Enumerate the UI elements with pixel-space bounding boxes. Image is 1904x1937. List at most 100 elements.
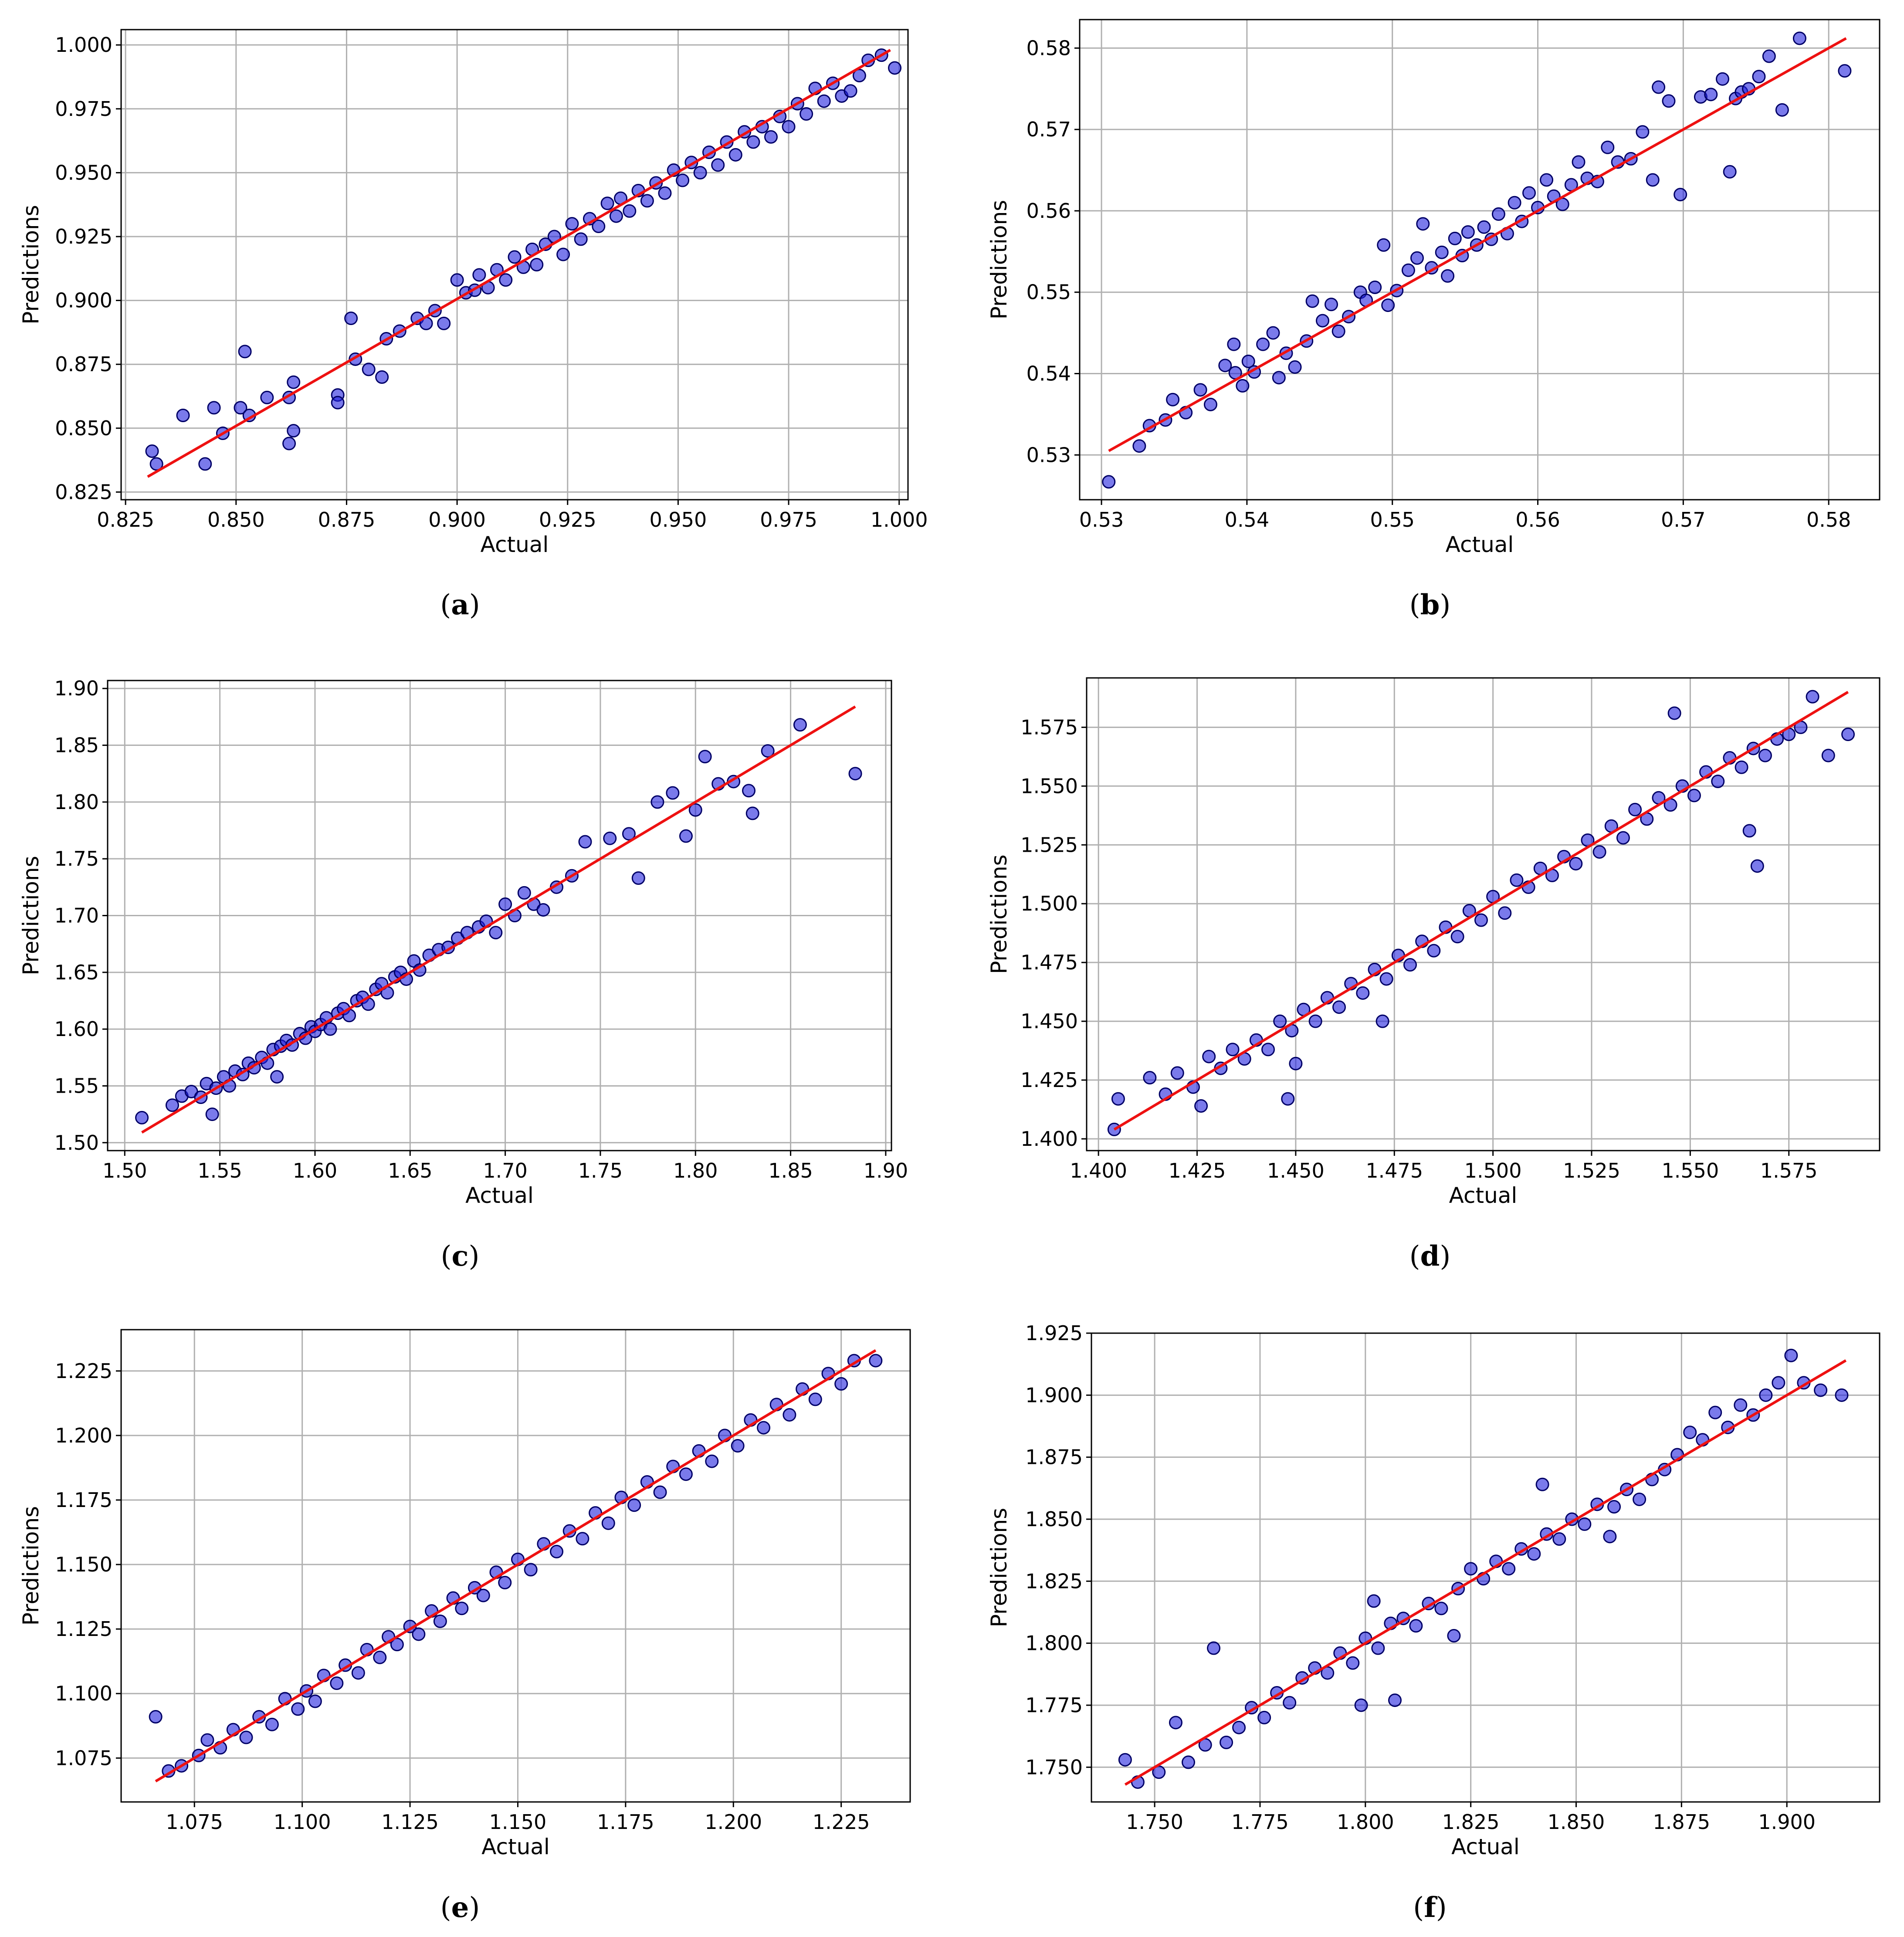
- plot-frame: [1079, 19, 1880, 501]
- data-point: [270, 1070, 284, 1084]
- data-point: [592, 220, 606, 234]
- data-point: [308, 1694, 322, 1708]
- data-point: [234, 401, 247, 415]
- data-point: [764, 130, 778, 144]
- data-point: [848, 767, 862, 781]
- x-tick-label: 1.000: [871, 508, 928, 532]
- x-axis-label: Actual: [1449, 1183, 1518, 1208]
- fit-line: [155, 1349, 877, 1783]
- data-point: [1772, 1376, 1785, 1390]
- y-tick-label: 1.100: [55, 1682, 112, 1705]
- data-point: [1715, 72, 1729, 86]
- x-tick-label: 0.925: [539, 508, 596, 532]
- data-point: [1835, 1388, 1849, 1402]
- data-point: [1283, 1696, 1297, 1710]
- x-tick-label: 1.80: [673, 1159, 718, 1182]
- data-point: [149, 1710, 163, 1724]
- x-tick-label: 1.525: [1563, 1159, 1620, 1182]
- data-point: [1377, 238, 1391, 252]
- data-point: [265, 1717, 279, 1731]
- data-point: [1416, 217, 1430, 231]
- data-point: [728, 148, 742, 162]
- data-point: [1379, 972, 1393, 986]
- y-tick-label: 1.450: [1020, 1009, 1078, 1033]
- x-tick-label: 0.950: [650, 508, 707, 532]
- data-point: [1281, 1092, 1295, 1106]
- data-point: [666, 786, 680, 800]
- data-point: [1118, 1753, 1132, 1767]
- data-point: [1193, 383, 1207, 397]
- data-point: [1628, 803, 1642, 816]
- data-point: [1592, 845, 1606, 859]
- y-tick-label: 1.80: [54, 790, 99, 814]
- fit-line: [1108, 37, 1847, 452]
- data-point: [782, 120, 796, 134]
- y-tick-label: 1.400: [1020, 1127, 1078, 1151]
- data-point: [1170, 1066, 1184, 1080]
- data-point: [1461, 225, 1475, 239]
- y-tick-label: 0.925: [55, 225, 112, 248]
- y-tick-label: 1.075: [55, 1746, 112, 1770]
- data-point: [1603, 1530, 1617, 1544]
- y-tick-label: 1.175: [55, 1488, 112, 1512]
- data-point: [1207, 1641, 1221, 1655]
- data-point: [793, 718, 807, 732]
- data-point: [1502, 1562, 1516, 1576]
- data-point: [1569, 857, 1583, 870]
- data-point: [1683, 1426, 1697, 1439]
- data-point: [761, 744, 775, 758]
- data-point: [176, 408, 190, 422]
- x-tick-label: 1.425: [1169, 1159, 1226, 1182]
- data-point: [1601, 140, 1615, 154]
- data-point: [711, 158, 725, 172]
- data-point: [135, 1111, 149, 1124]
- data-point: [1256, 337, 1270, 351]
- y-axis-label: Predictions: [986, 1508, 1012, 1627]
- chart-panel-a: 0.825 0.850 0.875 0.900 0.925 0.950 0.975 1.000…: [18, 29, 928, 621]
- data-point: [455, 1602, 469, 1615]
- y-tick-label: 1.425: [1020, 1068, 1078, 1092]
- y-tick-label: 1.125: [55, 1617, 112, 1641]
- chart-panel-b: 0.53 0.54 0.55 0.56 0.57 0.58 0.53 0.54 0.55 0.56…: [986, 19, 1880, 621]
- data-point: [1368, 281, 1382, 295]
- x-tick-label: 1.100: [274, 1810, 331, 1834]
- panel-caption: (a): [440, 589, 480, 621]
- data-point: [1202, 1050, 1216, 1063]
- data-point: [476, 1588, 490, 1602]
- x-tick-label: 1.65: [388, 1159, 432, 1182]
- data-point: [844, 84, 857, 98]
- data-point: [524, 1563, 538, 1577]
- data-point: [1305, 294, 1319, 308]
- x-tick-label: 1.075: [166, 1810, 223, 1834]
- y-tick-label: 0.975: [55, 97, 112, 121]
- data-point: [450, 273, 464, 287]
- data-point: [1331, 324, 1345, 338]
- panel-caption: (e): [440, 1891, 480, 1924]
- data-point: [1510, 873, 1524, 887]
- data-point: [1498, 906, 1512, 920]
- x-tick-label: 1.850: [1548, 1810, 1605, 1834]
- data-point: [437, 316, 451, 330]
- data-point: [601, 1516, 615, 1530]
- y-tick-label: 1.825: [1025, 1569, 1083, 1593]
- y-tick-label: 1.55: [54, 1074, 99, 1097]
- data-point: [1111, 1092, 1125, 1106]
- data-point: [1450, 930, 1464, 944]
- plot-frame: [1091, 1332, 1880, 1803]
- data-point: [498, 897, 512, 911]
- x-tick-label: 1.75: [578, 1159, 623, 1182]
- data-point: [362, 362, 376, 376]
- data-point: [1257, 1710, 1271, 1724]
- data-point: [1401, 263, 1415, 277]
- plot-frame: [1086, 677, 1880, 1151]
- data-point: [1464, 1562, 1478, 1576]
- y-tick-label: 1.150: [55, 1553, 112, 1576]
- data-point: [1447, 1629, 1461, 1643]
- data-point: [412, 1627, 426, 1641]
- data-point: [207, 401, 221, 415]
- data-point: [800, 107, 813, 121]
- y-tick-label: 1.200: [55, 1424, 112, 1447]
- data-point: [576, 1532, 589, 1546]
- data-point: [433, 1614, 447, 1628]
- data-point: [705, 1454, 719, 1468]
